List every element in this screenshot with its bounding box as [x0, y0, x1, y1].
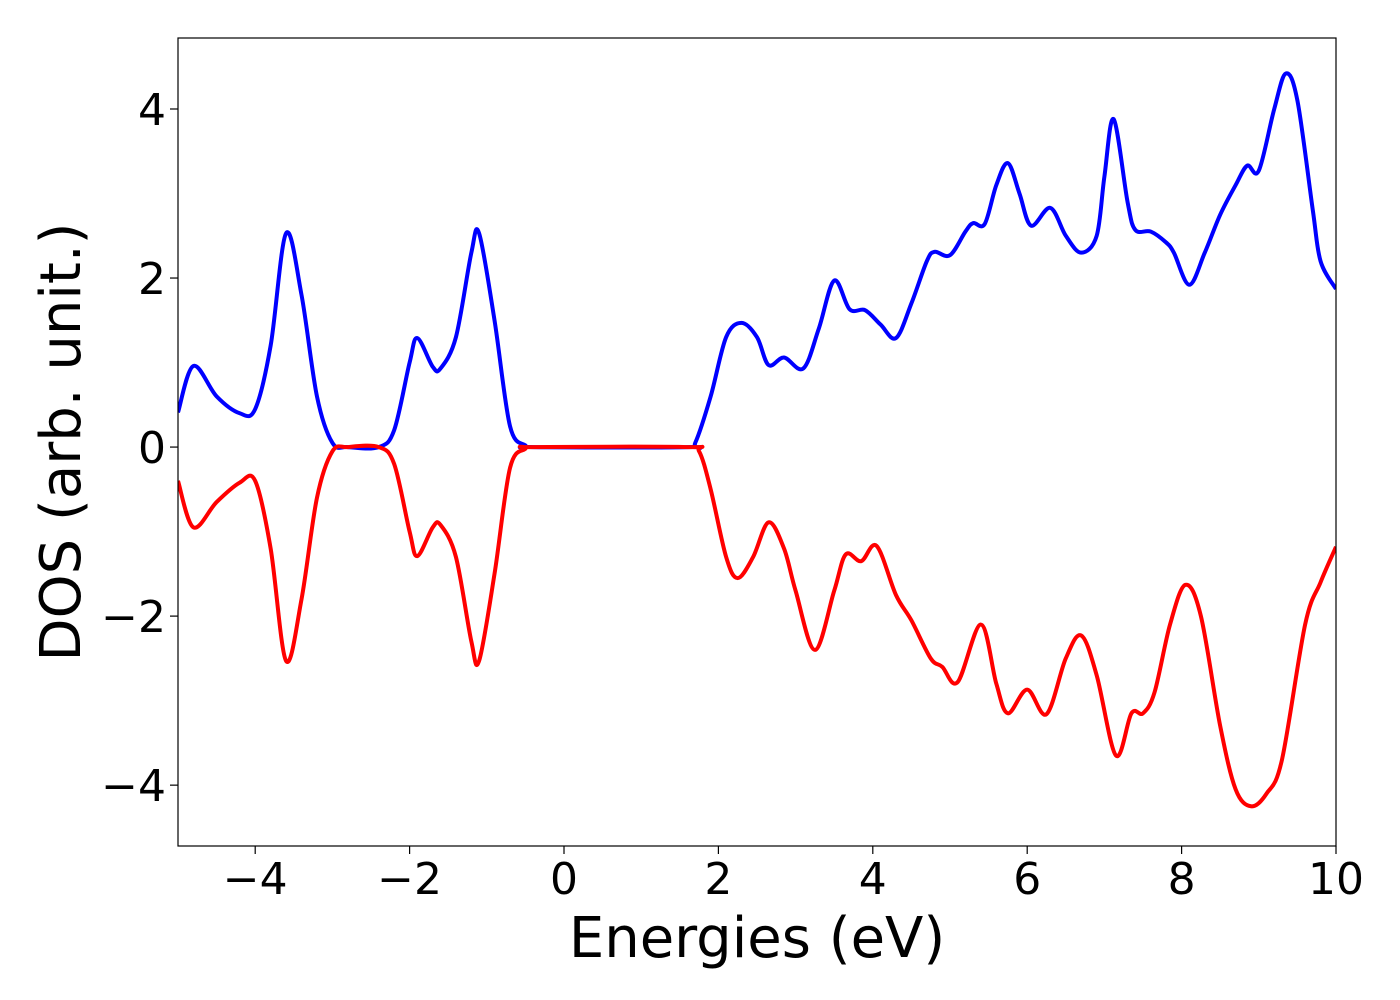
- x-tick-label: 8: [1168, 854, 1196, 905]
- y-tick-label: 4: [138, 85, 166, 136]
- y-tick-label: −4: [101, 761, 166, 812]
- y-axis-label: DOS (arb. unit.): [29, 222, 94, 661]
- y-tick-label: −2: [101, 592, 166, 643]
- x-tick-label: 2: [704, 854, 732, 905]
- dos-line: [178, 71, 1336, 451]
- x-tick-label: −4: [223, 854, 288, 905]
- plot-lines: [178, 71, 1336, 809]
- plot-frame: [177, 37, 1337, 847]
- x-tick-label: 4: [859, 854, 887, 905]
- dos-line: [178, 443, 1336, 809]
- y-tick-label: 2: [138, 254, 166, 305]
- y-tick-label: 0: [138, 423, 166, 474]
- x-tick-label: 6: [1013, 854, 1041, 905]
- x-axis-label: Energies (eV): [569, 906, 945, 971]
- x-tick-label: 0: [550, 854, 578, 905]
- x-tick-label: 10: [1308, 854, 1364, 905]
- x-tick-label: −2: [377, 854, 442, 905]
